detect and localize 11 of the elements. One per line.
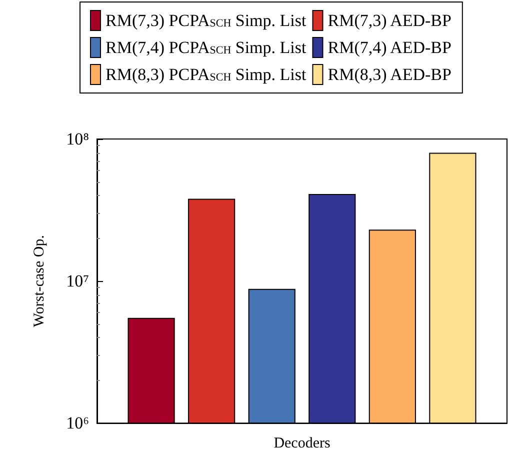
x-axis-title: Decoders (274, 436, 330, 452)
y-tick-label: 10⁷ (66, 272, 90, 291)
legend-label: RM(8,3) PCPASCH Simp. List (106, 65, 307, 84)
y-tick-label: 10⁸ (66, 130, 90, 148)
legend-label: RM(7,4) AED-BP (328, 38, 452, 57)
y-tick-label: 10⁶ (66, 414, 90, 433)
legend-label: RM(7,3) PCPASCH Simp. List (106, 11, 307, 30)
legend-label: RM(7,3) AED-BP (328, 11, 452, 30)
legend-label: RM(8,3) AED-BP (328, 65, 452, 84)
legend-label: RM(7,4) PCPASCH Simp. List (106, 38, 307, 57)
y-axis-title: Worst-case Op. (32, 234, 48, 328)
